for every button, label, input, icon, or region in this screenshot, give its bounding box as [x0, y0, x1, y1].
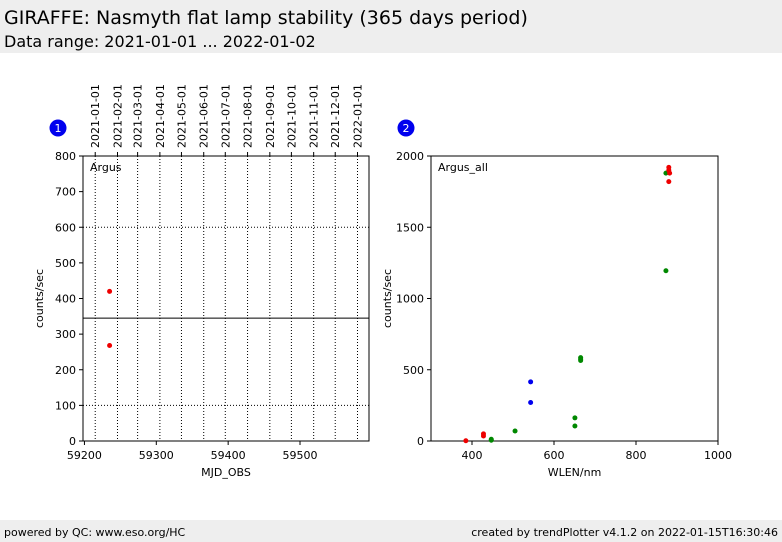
chart1-date-tick-label: 2021-09-01: [264, 84, 277, 148]
chart2-x-tick-label: 800: [626, 449, 647, 462]
chart1-y-tick-label: 800: [55, 150, 76, 163]
chart2-point: [578, 357, 584, 363]
chart1-date-tick-label: 2022-01-01: [352, 84, 365, 148]
chart2-badge: [397, 119, 415, 137]
chart2-point: [528, 379, 534, 385]
chart1-date-tick-label: 2021-06-01: [198, 84, 211, 148]
chart2-y-tick-label: 500: [403, 364, 424, 377]
chart1-inset-label: Argus: [90, 161, 122, 174]
chart2-point: [572, 415, 578, 421]
chart2-x-tick-label: 1000: [704, 449, 732, 462]
chart1-y-tick-label: 600: [55, 221, 76, 234]
chart1-point: [107, 288, 113, 294]
chart2-point: [663, 268, 669, 274]
chart1-x-tick-label: 59200: [67, 449, 102, 462]
chart2-y-tick-label: 1000: [396, 293, 424, 306]
chart1-badge: [49, 119, 67, 137]
chart1-date-tick-label: 2021-07-01: [219, 84, 232, 148]
chart1-date-tick-label: 2021-02-01: [111, 84, 124, 148]
chart2-x-tick-label: 600: [544, 449, 565, 462]
chart1-y-tick-label: 400: [55, 293, 76, 306]
chart2-x-axis-label: WLEN/nm: [548, 466, 602, 479]
footer-bar: powered by QC: www.eso.org/HC created by…: [0, 520, 782, 542]
chart1-date-tick-label: 2021-01-01: [89, 84, 102, 148]
chart2-point: [463, 438, 469, 444]
chart1-y-axis-label: counts/sec: [33, 269, 46, 328]
chart2-inset-label: Argus_all: [438, 161, 488, 174]
chart1-date-tick-label: 2021-04-01: [154, 84, 167, 148]
chart1-date-tick-label: 2021-08-01: [242, 84, 255, 148]
chart1-y-tick-label: 100: [55, 399, 76, 412]
chart1-y-tick-label: 200: [55, 364, 76, 377]
chart2-point: [666, 179, 672, 185]
chart2-point: [480, 433, 486, 439]
footer-powered-by: powered by QC: www.eso.org/HC: [4, 526, 186, 539]
chart1-date-tick-label: 2021-11-01: [308, 84, 321, 148]
chart1-x-tick-label: 59400: [211, 449, 246, 462]
footer-created-by: created by trendPlotter v4.1.2 on 2022-0…: [471, 526, 778, 539]
chart1-date-tick-label: 2021-12-01: [329, 84, 342, 148]
chart2-point: [488, 437, 494, 443]
chart1-date-tick-label: 2021-03-01: [132, 84, 145, 148]
chart1-plot-frame: [82, 155, 370, 442]
chart1-date-tick-label: 2021-05-01: [175, 84, 188, 148]
chart1-y-tick-label: 700: [55, 186, 76, 199]
chart2-point: [512, 428, 518, 434]
header-bar: GIRAFFE: Nasmyth flat lamp stability (36…: [0, 0, 782, 53]
chart2-point: [572, 423, 578, 429]
chart1-y-tick-label: 500: [55, 257, 76, 270]
chart1-y-tick-label: 0: [69, 435, 76, 448]
page-title: GIRAFFE: Nasmyth flat lamp stability (36…: [4, 7, 528, 29]
chart1-y-tick-label: 300: [55, 328, 76, 341]
chart1-badge-number: 1: [55, 122, 62, 135]
chart2-y-tick-label: 1500: [396, 221, 424, 234]
chart2-badge-number: 2: [403, 122, 410, 135]
chart1-x-tick-label: 59500: [283, 449, 318, 462]
chart1-date-tick-label: 2021-10-01: [285, 84, 298, 148]
chart2-x-tick-label: 400: [462, 449, 483, 462]
data-range-subtitle: Data range: 2021-01-01 ... 2022-01-02: [4, 32, 316, 51]
chart1-x-axis-label: MJD_OBS: [201, 466, 251, 479]
chart2-point: [667, 170, 673, 176]
chart2-y-tick-label: 2000: [396, 150, 424, 163]
chart2-y-axis-label: counts/sec: [381, 269, 394, 328]
chart1-point: [107, 343, 113, 349]
chart1-x-tick-label: 59300: [139, 449, 174, 462]
chart2-point: [528, 400, 534, 406]
chart2-plot-frame: [430, 155, 719, 442]
chart2-y-tick-label: 0: [417, 435, 424, 448]
